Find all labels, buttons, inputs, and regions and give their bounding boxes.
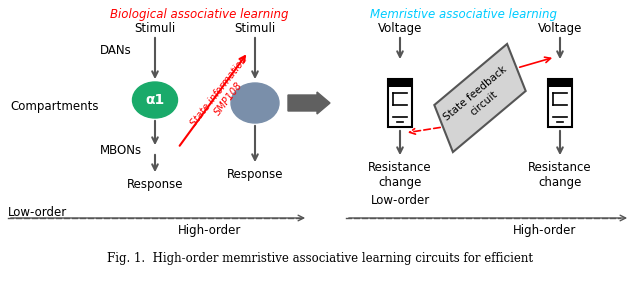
Text: Fig. 1.  High-order memristive associative learning circuits for efficient: Fig. 1. High-order memristive associativ… <box>107 252 533 265</box>
Text: Compartments: Compartments <box>10 100 99 113</box>
Bar <box>388 79 412 127</box>
Text: Resistance
change: Resistance change <box>528 161 592 189</box>
Text: Resistance
change: Resistance change <box>368 161 432 189</box>
Text: Stimuli: Stimuli <box>234 22 276 35</box>
Text: Low-order: Low-order <box>371 194 429 207</box>
Text: State information
SMP108: State information SMP108 <box>189 55 259 135</box>
Text: Response: Response <box>227 168 284 181</box>
FancyArrow shape <box>288 92 330 114</box>
Text: Voltage: Voltage <box>538 22 582 35</box>
Text: Biological associative learning: Biological associative learning <box>110 8 289 21</box>
Bar <box>548 79 572 87</box>
Text: High-order: High-order <box>179 224 242 237</box>
Text: Stimuli: Stimuli <box>134 22 175 35</box>
Text: Low-order: Low-order <box>8 206 67 219</box>
Polygon shape <box>435 44 525 152</box>
Text: High-order: High-order <box>513 224 577 237</box>
Bar <box>388 79 412 87</box>
Text: Response: Response <box>127 178 183 191</box>
Text: α1: α1 <box>145 93 164 107</box>
Ellipse shape <box>231 83 279 123</box>
Bar <box>548 79 572 127</box>
Text: Memristive associative learning: Memristive associative learning <box>370 8 557 21</box>
Text: MBONs: MBONs <box>100 144 142 157</box>
Text: State feedback
circuit: State feedback circuit <box>442 64 518 132</box>
Text: DANs: DANs <box>100 44 132 57</box>
Text: Voltage: Voltage <box>378 22 422 35</box>
Ellipse shape <box>132 82 177 118</box>
